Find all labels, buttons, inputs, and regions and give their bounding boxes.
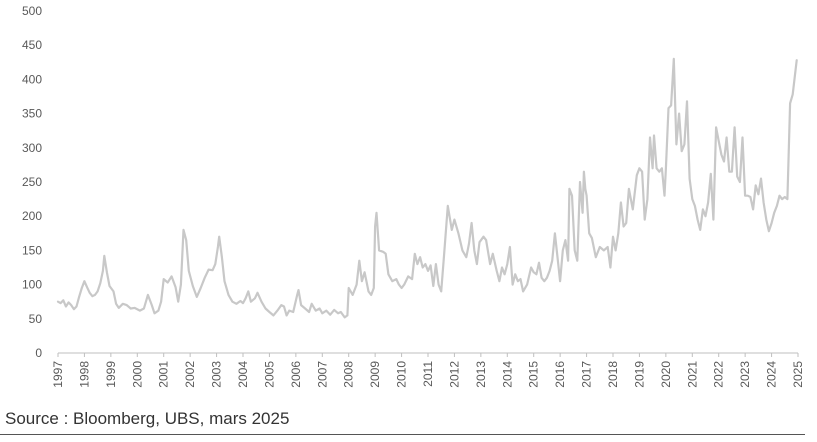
y-tick-label: 50 [29, 312, 43, 326]
x-tick-label: 2020 [659, 361, 673, 388]
x-tick-label: 2007 [315, 361, 329, 388]
x-tick-label: 2005 [262, 361, 276, 388]
y-tick-label: 400 [22, 72, 42, 86]
x-tick-label: 2002 [183, 361, 197, 388]
y-tick-label: 100 [22, 278, 42, 292]
source-divider [0, 434, 805, 435]
x-tick-label: 2014 [500, 361, 514, 388]
series-line [56, 57, 798, 319]
y-tick-label: 0 [35, 346, 42, 360]
x-tick-label: 2018 [606, 361, 620, 388]
x-tick-label: 2025 [791, 361, 805, 388]
y-tick-label: 200 [22, 209, 42, 223]
x-tick-label: 2024 [765, 361, 779, 388]
x-tick-label: 2022 [712, 361, 726, 388]
y-tick-label: 300 [22, 141, 42, 155]
x-tick-label: 2006 [289, 361, 303, 388]
x-tick-label: 2003 [210, 361, 224, 388]
x-tick-label: 1997 [51, 361, 65, 388]
x-tick-label: 2013 [474, 361, 488, 388]
x-tick-label: 2015 [527, 361, 541, 388]
x-tick-label: 2004 [236, 361, 250, 388]
y-axis-tick-labels: 0 50 100 150 200 250 300 350 400 450 500 [22, 4, 42, 360]
y-tick-label: 250 [22, 175, 42, 189]
x-tick-label: 2009 [368, 361, 382, 388]
x-tick-label: 2000 [130, 361, 144, 388]
x-tick-label: 1998 [77, 361, 91, 388]
x-tick-label: 2010 [395, 361, 409, 388]
source-caption: Source : Bloomberg, UBS, mars 2025 [5, 409, 290, 428]
x-axis-tick-labels: 1997 1998 1999 2000 2001 2002 2003 2004 2005 2006… [51, 353, 805, 388]
y-tick-label: 350 [22, 107, 42, 121]
y-tick-label: 150 [22, 243, 42, 257]
x-tick-label: 2017 [580, 361, 594, 388]
y-tick-label: 450 [22, 38, 42, 52]
x-tick-label: 2019 [632, 361, 646, 388]
x-tick-label: 1999 [104, 361, 118, 388]
x-tick-label: 2011 [421, 361, 435, 387]
x-tick-label: 2023 [738, 361, 752, 388]
x-tick-label: 2021 [685, 361, 699, 388]
x-tick-label: 2012 [447, 361, 461, 388]
x-tick-label: 2016 [553, 361, 567, 388]
y-tick-label: 500 [22, 4, 42, 18]
x-tick-label: 2008 [342, 361, 356, 388]
x-tick-label: 2001 [157, 361, 171, 388]
